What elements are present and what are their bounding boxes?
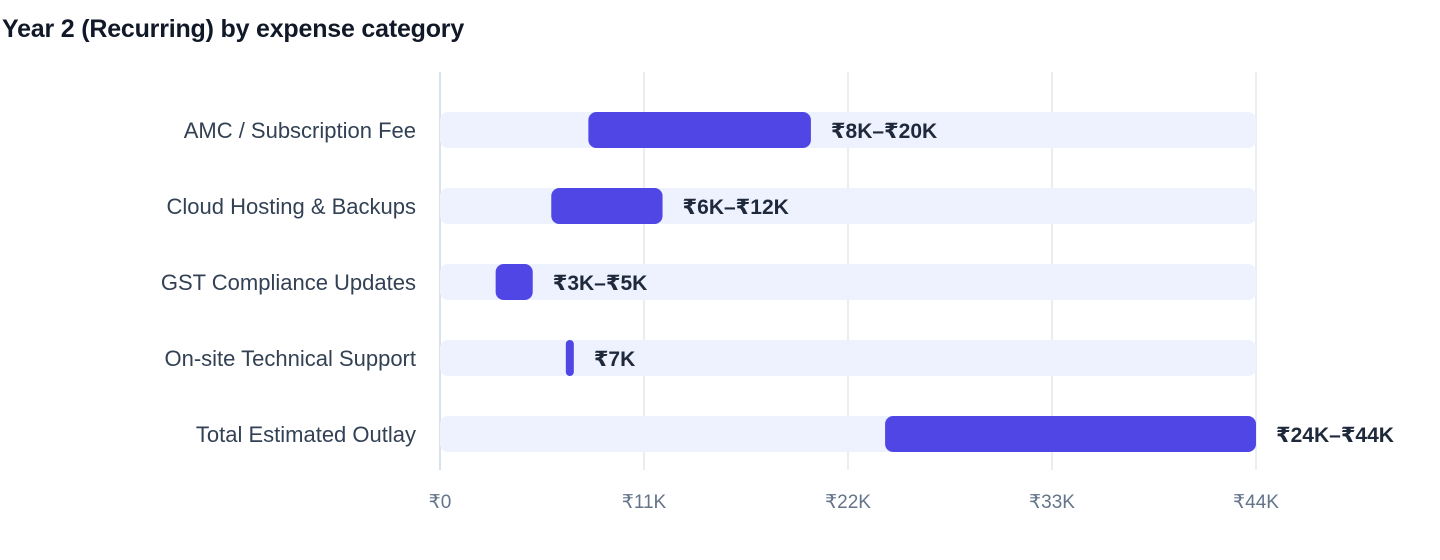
value-label: ₹6K–₹12K xyxy=(683,196,789,219)
value-label: ₹3K–₹5K xyxy=(553,272,648,295)
category-label: AMC / Subscription Fee xyxy=(184,118,416,143)
value-label: ₹24K–₹44K xyxy=(1276,424,1394,447)
x-tick-label: ₹11K xyxy=(622,492,667,513)
range-bars xyxy=(495,112,1256,452)
x-axis-ticks: ₹0 ₹11K ₹22K ₹33K ₹44K xyxy=(429,492,1280,513)
category-label: On-site Technical Support xyxy=(164,346,416,371)
category-label: GST Compliance Updates xyxy=(161,270,416,295)
value-label: ₹8K–₹20K xyxy=(831,120,937,143)
x-tick-label: ₹33K xyxy=(1029,492,1075,513)
value-label: ₹7K xyxy=(594,348,635,371)
chart-title: Year 2 (Recurring) by expense category xyxy=(2,15,465,43)
range-bar xyxy=(885,416,1256,452)
bar-track xyxy=(440,264,1256,300)
range-bar xyxy=(495,264,533,300)
category-labels: AMC / Subscription Fee Cloud Hosting & Ba… xyxy=(161,118,416,447)
x-tick-label: ₹0 xyxy=(429,492,452,513)
range-bar xyxy=(551,188,663,224)
range-bar xyxy=(588,112,811,148)
x-tick-label: ₹44K xyxy=(1233,492,1279,513)
category-label: Cloud Hosting & Backups xyxy=(167,194,416,219)
x-tick-label: ₹22K xyxy=(825,492,871,513)
category-label: Total Estimated Outlay xyxy=(196,422,416,447)
value-labels: ₹8K–₹20K ₹6K–₹12K ₹3K–₹5K ₹7K ₹24K–₹44K xyxy=(553,120,1394,447)
range-bar xyxy=(565,340,574,376)
bar-track xyxy=(440,340,1256,376)
